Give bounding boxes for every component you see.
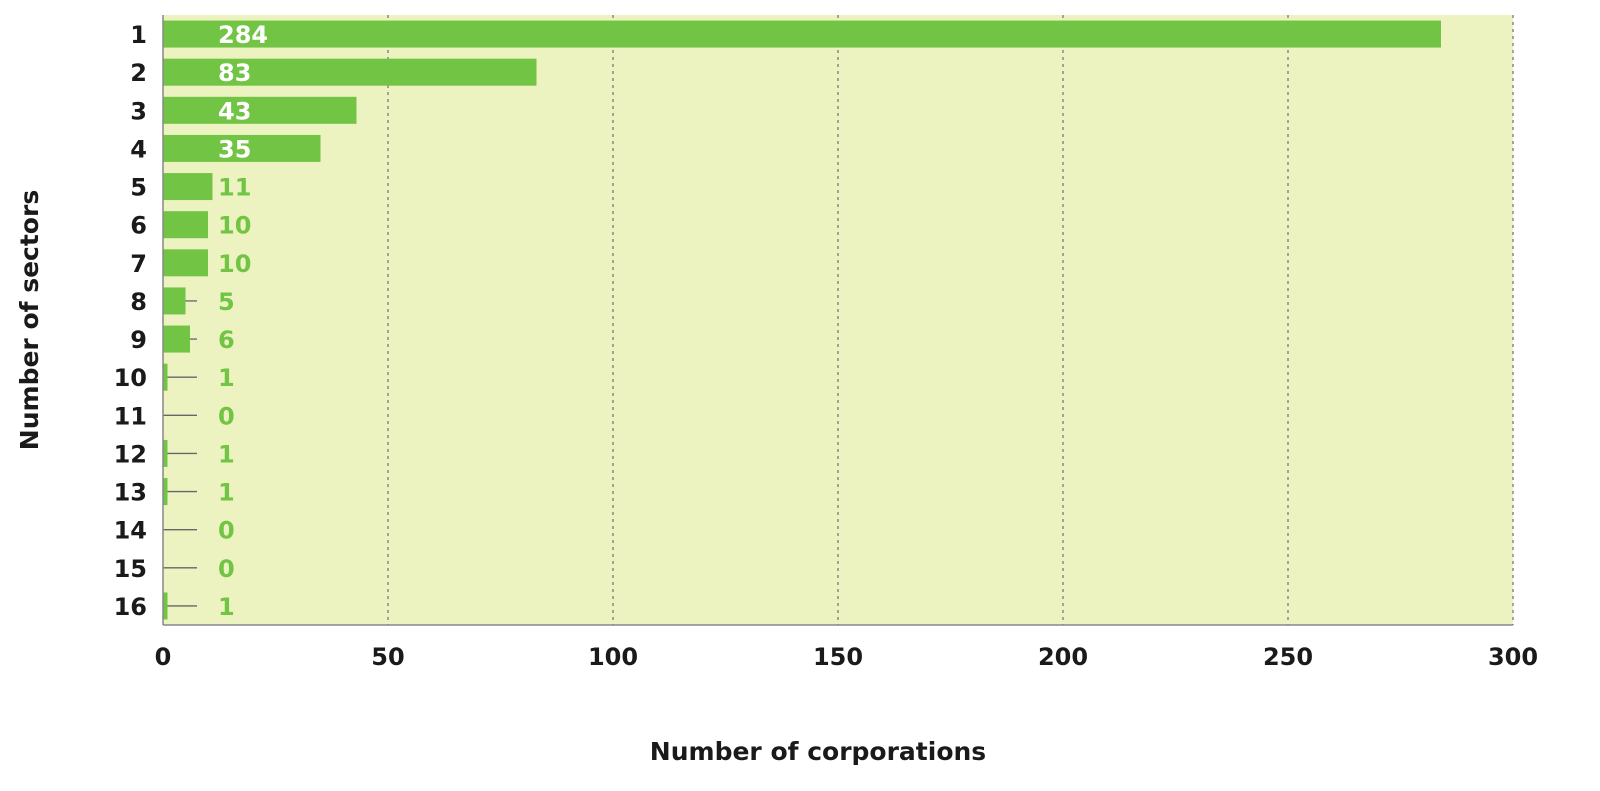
bar [163,249,208,277]
x-axis-ticks: 0 50 100 150 200 250 300 [155,643,1538,671]
bar-value-label: 83 [218,59,251,87]
x-axis-title: Number of corporations [650,737,986,766]
y-tick-label: 14 [114,517,147,545]
plot-area [163,15,1513,625]
y-tick-label: 3 [130,97,147,125]
y-tick-label: 16 [114,593,147,621]
bar-value-label: 11 [218,174,251,202]
x-tick-label: 100 [588,643,638,671]
x-tick-label: 250 [1263,643,1313,671]
bar-value-label: 10 [218,250,251,278]
x-tick-label: 150 [813,643,863,671]
x-tick-label: 50 [371,643,404,671]
y-tick-label: 2 [130,59,147,87]
bar-value-label: 0 [218,517,235,545]
bar-value-label: 10 [218,212,251,240]
bar-value-label: 35 [218,135,251,163]
x-tick-label: 200 [1038,643,1088,671]
y-tick-label: 12 [114,440,147,468]
y-axis-title: Number of sectors [15,190,44,450]
y-tick-label: 4 [130,135,147,163]
label-leader-lines [163,300,197,607]
bar [163,478,168,506]
y-tick-label: 10 [114,364,147,392]
bar [163,325,190,353]
bar-value-label: 43 [218,97,251,125]
bar [163,96,357,124]
bar [163,287,186,315]
bar [163,134,321,162]
bar-value-label: 6 [218,326,235,354]
bar-value-label: 5 [218,288,235,316]
bar-value-label: 284 [218,21,268,49]
bar-value-label: 0 [218,402,235,430]
x-tick-label: 0 [155,643,172,671]
bar-value-label: 1 [218,440,235,468]
bar [163,592,168,620]
y-tick-label: 8 [130,288,147,316]
y-tick-label: 11 [114,402,147,430]
y-tick-label: 5 [130,174,147,202]
bar [163,439,168,467]
y-tick-label: 1 [130,21,147,49]
y-tick-label: 9 [130,326,147,354]
bar [163,58,537,86]
y-tick-label: 13 [114,479,147,507]
bar-value-label: 1 [218,479,235,507]
y-tick-label: 7 [130,250,147,278]
bar [163,173,213,201]
bar [163,20,1441,48]
bar [163,211,208,239]
y-tick-label: 15 [114,555,147,583]
y-tick-label: 6 [130,212,147,240]
bar [163,363,168,391]
bars [163,20,1441,620]
bar-value-label: 1 [218,593,235,621]
bar-value-label: 0 [218,555,235,583]
bar-value-label: 1 [218,364,235,392]
x-tick-label: 300 [1488,643,1538,671]
